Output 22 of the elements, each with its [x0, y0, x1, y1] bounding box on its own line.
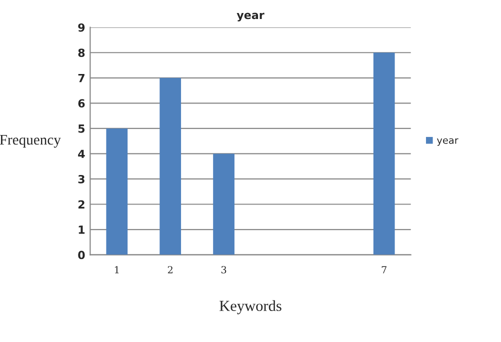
x-axis-title: Keywords	[220, 300, 282, 314]
y-tick-label: 4	[78, 150, 85, 158]
y-tick-label: 2	[78, 200, 84, 208]
y-tick-label: 1	[78, 226, 85, 234]
y-tick-label: 8	[78, 48, 85, 58]
y-tick-label: 3	[78, 174, 84, 184]
y-axis-title: Frequency	[0, 134, 61, 148]
bar	[373, 52, 395, 255]
y-tick-label: 6	[78, 99, 85, 108]
y-tick-label: 0	[78, 250, 85, 260]
y-tick-label: 5	[78, 124, 85, 133]
x-tick-label: 3	[221, 266, 226, 274]
x-tick-label: 7	[382, 266, 386, 274]
legend-label: year	[436, 138, 458, 146]
bar	[213, 154, 234, 255]
x-tick-label: 1	[114, 266, 119, 274]
chart-title: year	[236, 12, 264, 22]
y-tick-label: 7	[78, 74, 84, 82]
y-tick-label: 9	[78, 23, 85, 32]
bar	[106, 128, 128, 255]
bar	[160, 78, 182, 255]
x-tick-label: 2	[168, 266, 172, 274]
